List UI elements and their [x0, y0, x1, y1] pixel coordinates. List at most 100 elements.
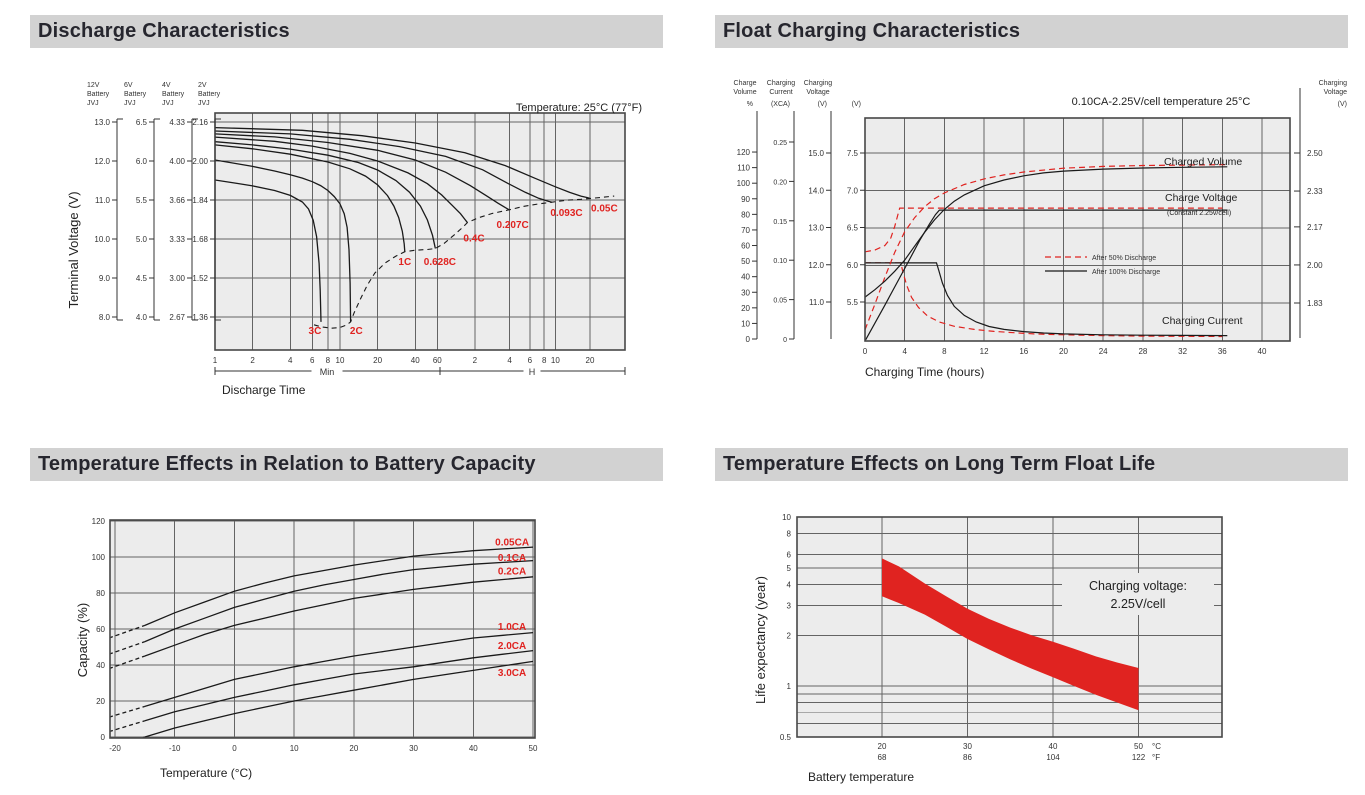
svg-text:(V): (V) — [852, 101, 861, 108]
svg-text:14.0: 14.0 — [808, 186, 824, 195]
svg-text:10.0: 10.0 — [94, 235, 110, 244]
float-grid — [864, 118, 1290, 341]
discharge-curve-2C — [215, 159, 352, 322]
svg-text:Charging: Charging — [804, 80, 833, 87]
capacity-curve-0.05CA-dashed — [110, 624, 146, 639]
svg-text:32: 32 — [1178, 347, 1187, 356]
discharge-grid — [214, 113, 625, 350]
svg-text:60: 60 — [741, 242, 750, 251]
life-x-axis-title: Battery temperature — [808, 770, 914, 784]
svg-text:2.16: 2.16 — [192, 118, 208, 127]
capacity-curve-0.1CA — [144, 559, 534, 643]
float-charging-chart: Charged Volume Charge Voltage (Constant 2.… — [733, 80, 1347, 379]
svg-text:6: 6 — [528, 356, 533, 365]
discharge-curve-3C — [215, 179, 322, 322]
svg-text:Voltage: Voltage — [1324, 89, 1347, 96]
svg-text:0.05C: 0.05C — [591, 204, 618, 215]
float-right-scale: 1.83 2.00 2.17 2.33 2.50 Charging Voltage (V) — [1294, 80, 1347, 338]
capacity-grid — [110, 520, 535, 738]
temperature-capacity-chart: 0.05CA 0.1CA 0.2CA 1.0CA 2.0CA 3.0CA -20 -10 0 10… — [75, 517, 538, 780]
svg-text:%: % — [747, 101, 753, 108]
svg-text:Battery: Battery — [162, 91, 185, 98]
svg-text:0.15: 0.15 — [773, 219, 787, 226]
svg-text:Charge: Charge — [734, 80, 757, 87]
svg-text:3.0CA: 3.0CA — [498, 668, 526, 679]
svg-text:36: 36 — [1218, 347, 1227, 356]
section-title-bar-float-life: Temperature Effects on Long Term Float L… — [715, 448, 1348, 481]
section-title-temperature-capacity: Temperature Effects in Relation to Batte… — [38, 453, 536, 475]
svg-text:Charging: Charging — [1319, 80, 1348, 87]
svg-text:Charge Voltage: Charge Voltage — [1165, 192, 1238, 204]
svg-text:3C: 3C — [309, 326, 322, 337]
svg-text:6V: 6V — [124, 82, 133, 89]
svg-text:2: 2 — [473, 356, 478, 365]
float-left-scale-2: 11.0 12.0 13.0 14.0 15.0 Charging Voltage (V) — [804, 80, 833, 339]
discharge-curve-0.05C — [215, 126, 591, 200]
svg-text:2: 2 — [787, 631, 792, 640]
float-condition-note: 0.10CA-2.25V/cell temperature 25°C — [1072, 96, 1251, 108]
float-left-scale-1: 0 0.05 0.10 0.15 0.20 0.25 Charging Current (XCA… — [767, 80, 796, 344]
float-life-chart: Charging voltage:2.25V/cell1086543210.52… — [753, 513, 1223, 784]
svg-text:JVJ: JVJ — [198, 100, 210, 107]
svg-text:20: 20 — [1059, 347, 1068, 356]
svg-text:7.5: 7.5 — [847, 149, 859, 158]
svg-text:12.0: 12.0 — [808, 261, 824, 270]
svg-text:30: 30 — [963, 742, 972, 751]
svg-text:4.5: 4.5 — [136, 274, 148, 283]
svg-text:1C: 1C — [398, 257, 411, 268]
svg-text:0.1CA: 0.1CA — [498, 553, 526, 564]
svg-text:0.20: 0.20 — [773, 179, 787, 186]
svg-text:2.25V/cell: 2.25V/cell — [1111, 597, 1166, 611]
discharge-y-axis-title: Terminal Voltage (V) — [66, 191, 81, 308]
svg-text:0.2CA: 0.2CA — [498, 566, 526, 577]
capacity-y-axis-title: Capacity (%) — [75, 603, 90, 677]
voltage-scale-4V: 4.33 4.00 3.66 3.33 3.00 2.67 4V Battery JVJ — [162, 82, 198, 322]
svg-text:3.00: 3.00 — [169, 274, 185, 283]
svg-text:(V): (V) — [1338, 101, 1347, 108]
svg-text:30: 30 — [741, 288, 750, 297]
svg-text:4.00: 4.00 — [169, 157, 185, 166]
svg-text:8: 8 — [542, 356, 547, 365]
svg-text:10: 10 — [551, 356, 560, 365]
svg-text:20: 20 — [878, 742, 887, 751]
svg-text:Charged Volume: Charged Volume — [1164, 156, 1242, 168]
svg-text:5.5: 5.5 — [847, 298, 859, 307]
svg-text:5.0: 5.0 — [136, 235, 148, 244]
svg-text:40: 40 — [469, 744, 478, 753]
svg-text:10: 10 — [290, 744, 299, 753]
capacity-curve-0.1CA-dashed — [110, 640, 146, 655]
svg-text:12V: 12V — [87, 82, 100, 89]
svg-text:50: 50 — [529, 744, 538, 753]
svg-text:28: 28 — [1138, 347, 1147, 356]
svg-text:11.0: 11.0 — [95, 196, 111, 205]
svg-text:100: 100 — [737, 179, 751, 188]
svg-text:0: 0 — [101, 733, 106, 742]
float-plot-labels: Charged Volume Charge Voltage (Constant 2.… — [1045, 156, 1243, 327]
svg-text:40: 40 — [1258, 347, 1267, 356]
svg-text:2.00: 2.00 — [1307, 261, 1323, 270]
float-curves — [865, 164, 1228, 341]
svg-text:(Constant 2.25v/cell): (Constant 2.25v/cell) — [1167, 210, 1231, 217]
svg-text:After 50% Discharge: After 50% Discharge — [1092, 255, 1156, 262]
svg-text:Charging voltage:: Charging voltage: — [1089, 579, 1187, 593]
svg-text:40: 40 — [1049, 742, 1058, 751]
discharge-curve-1C — [215, 144, 406, 252]
discharge-curve-0.628C — [215, 141, 437, 249]
svg-text:50: 50 — [1134, 742, 1143, 751]
svg-text:104: 104 — [1046, 753, 1060, 762]
float-left-scale-0: 0 10 20 30 40 50 60 70 80 90 100 110 120 Charge Volume… — [733, 80, 758, 344]
charging-current-after-100 — [865, 262, 1228, 337]
svg-text:110: 110 — [737, 164, 750, 173]
section-title-float-charging: Float Charging Characteristics — [723, 20, 1021, 42]
svg-text:0: 0 — [863, 347, 868, 356]
svg-text:4: 4 — [288, 356, 293, 365]
svg-text:120: 120 — [737, 148, 751, 157]
svg-text:8.0: 8.0 — [99, 313, 111, 322]
capacity-curve-3.0CA — [144, 660, 534, 738]
svg-text:1.52: 1.52 — [192, 274, 208, 283]
svg-text:0.628C: 0.628C — [424, 257, 456, 268]
charged-volume-after-100 — [865, 166, 1228, 298]
charged-volume-after-50 — [865, 164, 1228, 331]
svg-text:68: 68 — [878, 753, 887, 762]
svg-text:3.66: 3.66 — [169, 196, 185, 205]
